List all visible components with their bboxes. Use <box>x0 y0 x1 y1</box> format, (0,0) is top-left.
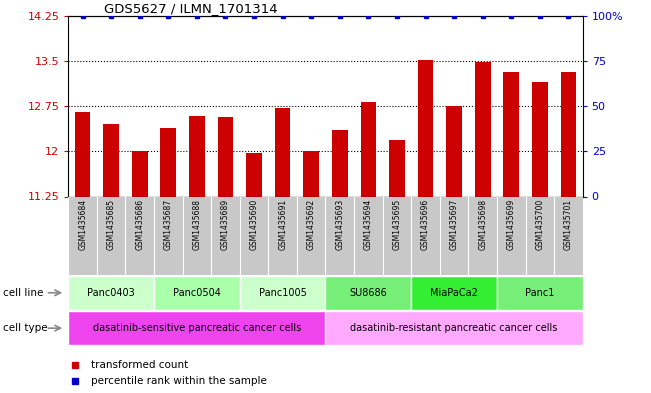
Bar <box>246 152 262 393</box>
Bar <box>497 276 583 310</box>
Text: GSM1435693: GSM1435693 <box>335 199 344 250</box>
Text: GSM1435696: GSM1435696 <box>421 199 430 250</box>
Text: GSM1435697: GSM1435697 <box>450 199 458 250</box>
Text: GSM1435699: GSM1435699 <box>506 199 516 250</box>
Text: Panc0403: Panc0403 <box>87 288 135 298</box>
Text: GSM1435691: GSM1435691 <box>278 199 287 250</box>
Bar <box>411 276 497 310</box>
Bar <box>132 151 148 393</box>
Bar <box>161 129 176 393</box>
Bar <box>332 130 348 393</box>
Text: GSM1435701: GSM1435701 <box>564 199 573 250</box>
Bar <box>326 311 583 345</box>
Bar <box>275 108 290 393</box>
Text: GSM1435684: GSM1435684 <box>78 199 87 250</box>
Bar <box>532 82 547 393</box>
Text: transformed count: transformed count <box>91 360 188 371</box>
Text: GSM1435692: GSM1435692 <box>307 199 316 250</box>
Bar <box>418 60 434 393</box>
Bar <box>326 276 411 310</box>
Bar <box>75 112 90 393</box>
Bar <box>361 102 376 393</box>
Text: dasatinib-sensitive pancreatic cancer cells: dasatinib-sensitive pancreatic cancer ce… <box>93 323 301 333</box>
Bar <box>189 116 205 393</box>
Text: SU8686: SU8686 <box>350 288 387 298</box>
Text: Panc1005: Panc1005 <box>258 288 307 298</box>
Text: GSM1435694: GSM1435694 <box>364 199 373 250</box>
Text: GSM1435689: GSM1435689 <box>221 199 230 250</box>
Text: Panc0504: Panc0504 <box>173 288 221 298</box>
Text: GSM1435698: GSM1435698 <box>478 199 487 250</box>
Text: GSM1435700: GSM1435700 <box>535 199 544 250</box>
Bar <box>561 72 576 393</box>
Text: dasatinib-resistant pancreatic cancer cells: dasatinib-resistant pancreatic cancer ce… <box>350 323 558 333</box>
Text: GSM1435685: GSM1435685 <box>107 199 116 250</box>
Bar <box>217 117 233 393</box>
Bar <box>389 140 405 393</box>
Bar <box>503 72 519 393</box>
Bar <box>475 62 490 393</box>
Text: cell type: cell type <box>3 323 48 333</box>
Text: GDS5627 / ILMN_1701314: GDS5627 / ILMN_1701314 <box>104 2 278 15</box>
Bar <box>303 151 319 393</box>
Bar <box>68 276 154 310</box>
Bar <box>154 276 240 310</box>
Text: GSM1435688: GSM1435688 <box>193 199 201 250</box>
Text: GSM1435686: GSM1435686 <box>135 199 145 250</box>
Bar <box>240 276 326 310</box>
Text: Panc1: Panc1 <box>525 288 555 298</box>
Text: MiaPaCa2: MiaPaCa2 <box>430 288 478 298</box>
Bar <box>446 106 462 393</box>
Text: GSM1435687: GSM1435687 <box>164 199 173 250</box>
Text: GSM1435695: GSM1435695 <box>393 199 402 250</box>
Bar <box>104 124 119 393</box>
Text: percentile rank within the sample: percentile rank within the sample <box>91 376 267 386</box>
Text: cell line: cell line <box>3 288 44 298</box>
Bar <box>68 311 326 345</box>
Text: GSM1435690: GSM1435690 <box>249 199 258 250</box>
